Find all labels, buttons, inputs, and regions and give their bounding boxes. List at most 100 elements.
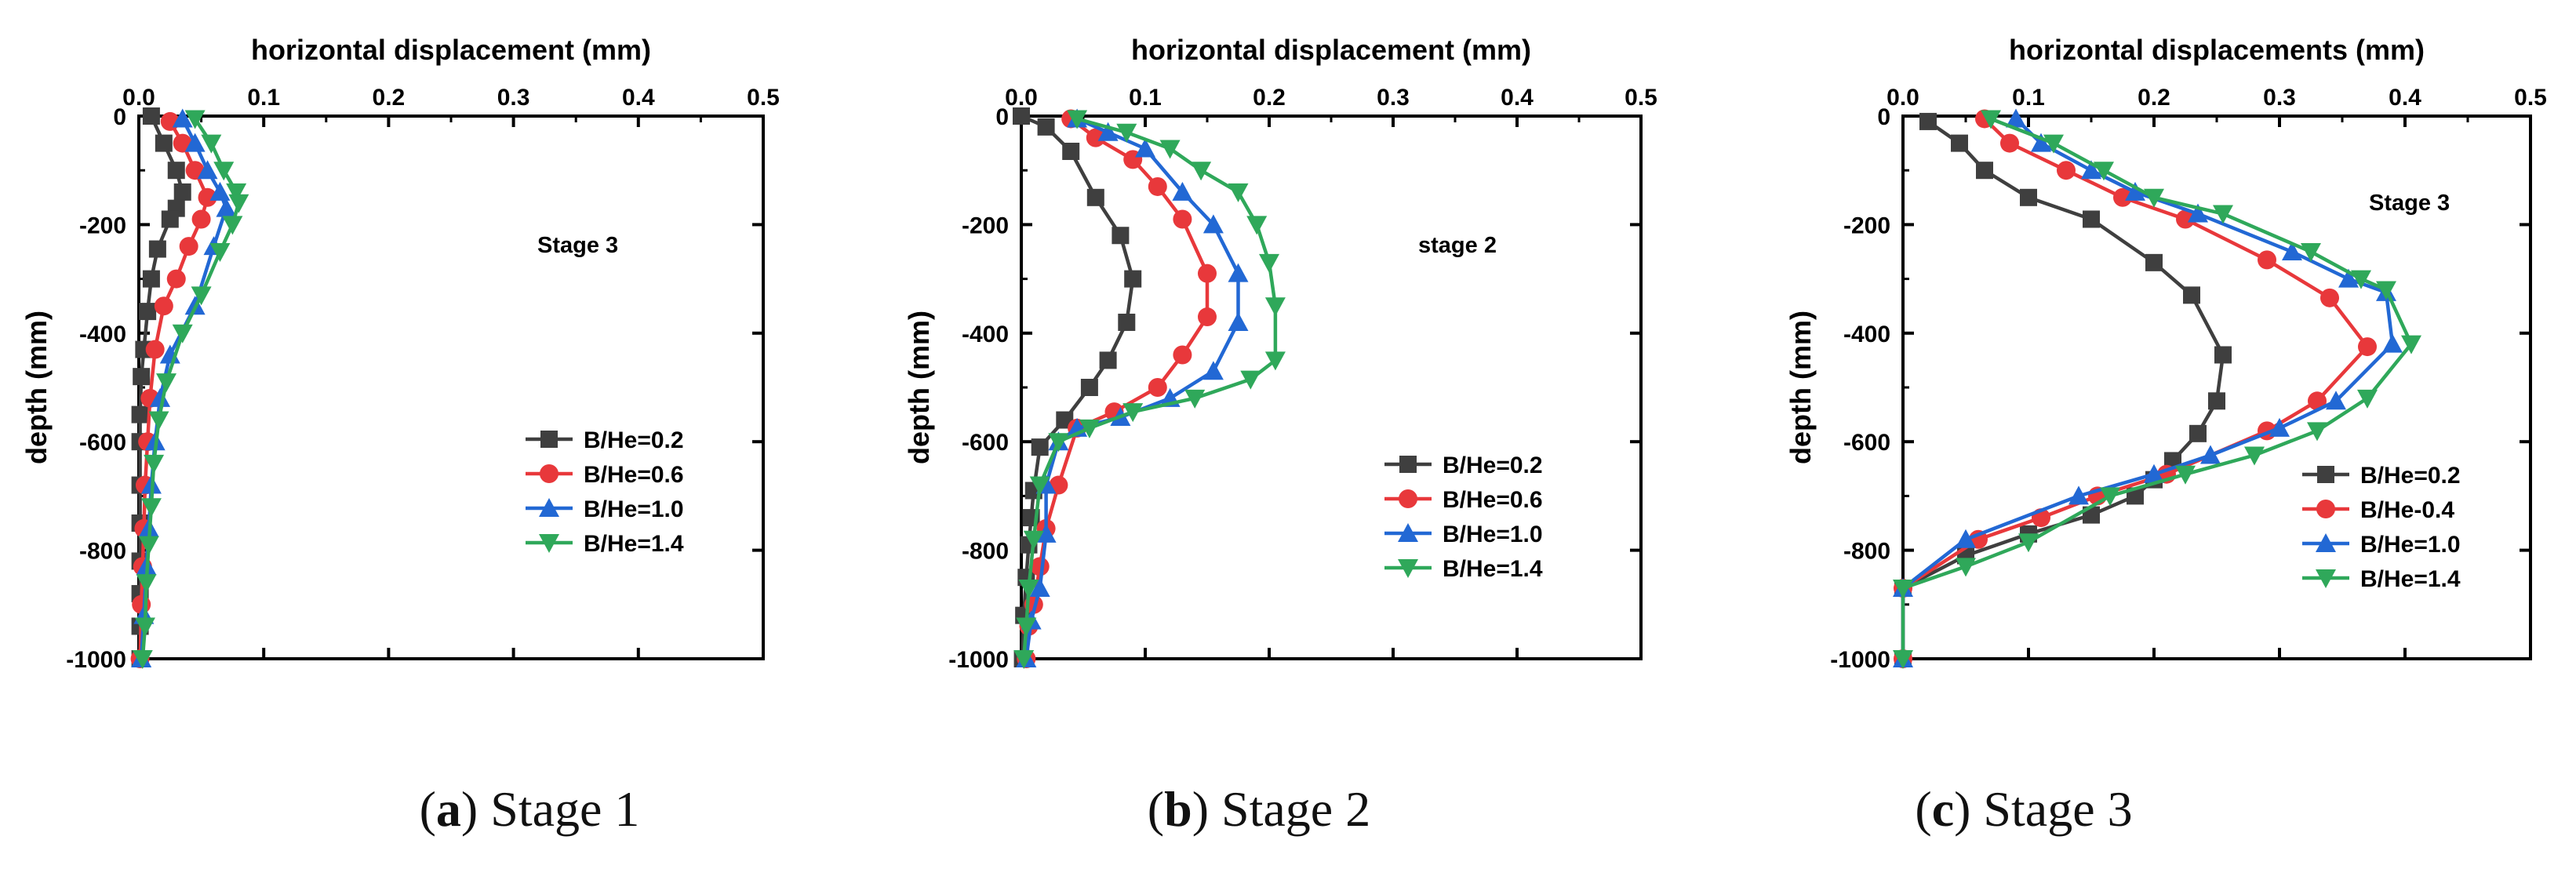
x-tick-label: 0.3 xyxy=(2263,85,2296,111)
data-point xyxy=(1919,112,1937,130)
x-tick-label: 0.3 xyxy=(497,85,530,111)
y-tick-label: -1000 xyxy=(1830,647,1890,673)
data-point xyxy=(1086,188,1104,206)
y-tick-label: -800 xyxy=(79,539,126,565)
data-point xyxy=(1013,107,1030,125)
series-line-1 xyxy=(1901,117,2370,659)
data-point xyxy=(197,160,218,180)
data-point xyxy=(1086,128,1105,147)
data-point xyxy=(1124,270,1142,288)
y-tick-label: -200 xyxy=(79,213,126,238)
data-point xyxy=(2183,286,2200,304)
legend: B/He=0.2 B/He=0.6 B/He=1.0 B/He=1.4 xyxy=(1384,453,1543,582)
data-point xyxy=(1264,351,1286,371)
data-point xyxy=(148,411,169,431)
data-point xyxy=(2200,445,2221,464)
data-point xyxy=(2176,209,2195,229)
data-point xyxy=(201,134,222,154)
data-point xyxy=(228,194,249,213)
data-point xyxy=(2258,250,2276,270)
x-tick-label: 0.2 xyxy=(2138,85,2170,111)
data-point xyxy=(1116,123,1137,143)
data-point xyxy=(1148,378,1167,397)
y-tick-label: -800 xyxy=(1843,539,1890,565)
data-point xyxy=(1016,617,1037,637)
data-point xyxy=(1202,214,1224,234)
legend-marker xyxy=(1398,523,1418,542)
legend-label: B/He=0.6 xyxy=(584,462,684,488)
data-point xyxy=(1018,580,1039,599)
data-point xyxy=(2213,205,2233,224)
data-point xyxy=(1173,345,1192,365)
data-point xyxy=(213,162,235,181)
data-point xyxy=(1240,370,1261,390)
y-axis-label: depth (mm) xyxy=(20,311,53,464)
data-point xyxy=(1062,142,1080,160)
series-line-3 xyxy=(1901,117,2414,659)
legend-label: B/He=1.4 xyxy=(1443,556,1543,582)
x-tick-label: 0.5 xyxy=(747,85,780,111)
y-tick-label: -1000 xyxy=(66,647,126,673)
data-point xyxy=(2357,389,2378,409)
data-point xyxy=(172,108,193,128)
data-point xyxy=(1029,578,1050,598)
series-line-2 xyxy=(1024,117,1240,660)
data-point xyxy=(138,536,159,555)
data-point xyxy=(2376,281,2396,300)
legend-marker xyxy=(1399,456,1417,473)
data-point xyxy=(2326,391,2346,410)
data-point xyxy=(2351,270,2371,289)
data-point xyxy=(132,650,153,669)
data-point xyxy=(1067,110,1088,129)
data-point xyxy=(2083,210,2100,228)
chart-panel-1: 0.0 0.1 0.2 0.3 0.4 0.5 0 -200 -400 -600 -800 -1000… xyxy=(903,34,1657,673)
series-line-1 xyxy=(138,120,209,660)
data-point xyxy=(2401,335,2421,354)
data-point xyxy=(2094,162,2114,181)
y-tick-label: -1000 xyxy=(948,647,1009,673)
data-point xyxy=(1246,216,1268,235)
data-point xyxy=(134,617,155,637)
data-point xyxy=(131,405,149,424)
data-point xyxy=(1035,523,1057,543)
data-point xyxy=(1029,476,1050,496)
data-point xyxy=(209,243,231,262)
legend-label: B/He=1.4 xyxy=(584,531,684,557)
data-point xyxy=(2113,187,2132,207)
y-tick-label: 0 xyxy=(113,104,126,130)
data-point xyxy=(2301,243,2321,262)
legend-marker xyxy=(2316,569,2336,588)
data-point xyxy=(2068,485,2089,505)
data-point xyxy=(2175,465,2196,485)
data-point xyxy=(2382,333,2403,353)
data-point xyxy=(1099,351,1117,369)
data-point xyxy=(2320,288,2339,307)
data-point xyxy=(142,107,160,125)
data-point xyxy=(2144,188,2164,208)
data-point xyxy=(222,216,243,235)
x-tick-label: 0.1 xyxy=(1129,85,1162,111)
x-tick-label: 0.5 xyxy=(2514,85,2547,111)
data-point xyxy=(2208,392,2225,410)
legend-marker xyxy=(539,534,559,553)
y-tick-label: -600 xyxy=(962,430,1009,456)
data-point xyxy=(2307,422,2327,442)
x-axis-label: horizontal displacements (mm) xyxy=(2009,34,2425,66)
data-point xyxy=(1097,122,1119,141)
data-point xyxy=(2282,242,2302,260)
data-point xyxy=(226,183,247,202)
data-point xyxy=(1080,379,1098,396)
data-point xyxy=(156,373,177,393)
data-point xyxy=(2100,487,2120,507)
data-point xyxy=(1037,118,1055,136)
data-point xyxy=(1893,650,1913,669)
data-point xyxy=(2358,337,2377,357)
data-point xyxy=(1184,389,1206,409)
data-point xyxy=(133,368,151,386)
legend-marker xyxy=(2316,533,2336,552)
data-point xyxy=(1191,162,1212,181)
legend-label: B/He=0.2 xyxy=(2360,463,2461,489)
caption-a: (a) Stage 1 xyxy=(419,781,640,837)
data-point xyxy=(2000,133,2019,153)
